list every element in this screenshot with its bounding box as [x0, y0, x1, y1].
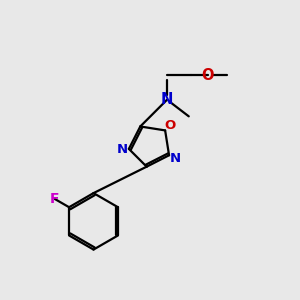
Text: F: F	[50, 192, 60, 206]
Text: O: O	[202, 68, 214, 83]
Text: N: N	[161, 92, 173, 107]
Text: O: O	[164, 119, 176, 132]
Text: N: N	[117, 143, 128, 156]
Text: N: N	[169, 152, 181, 165]
